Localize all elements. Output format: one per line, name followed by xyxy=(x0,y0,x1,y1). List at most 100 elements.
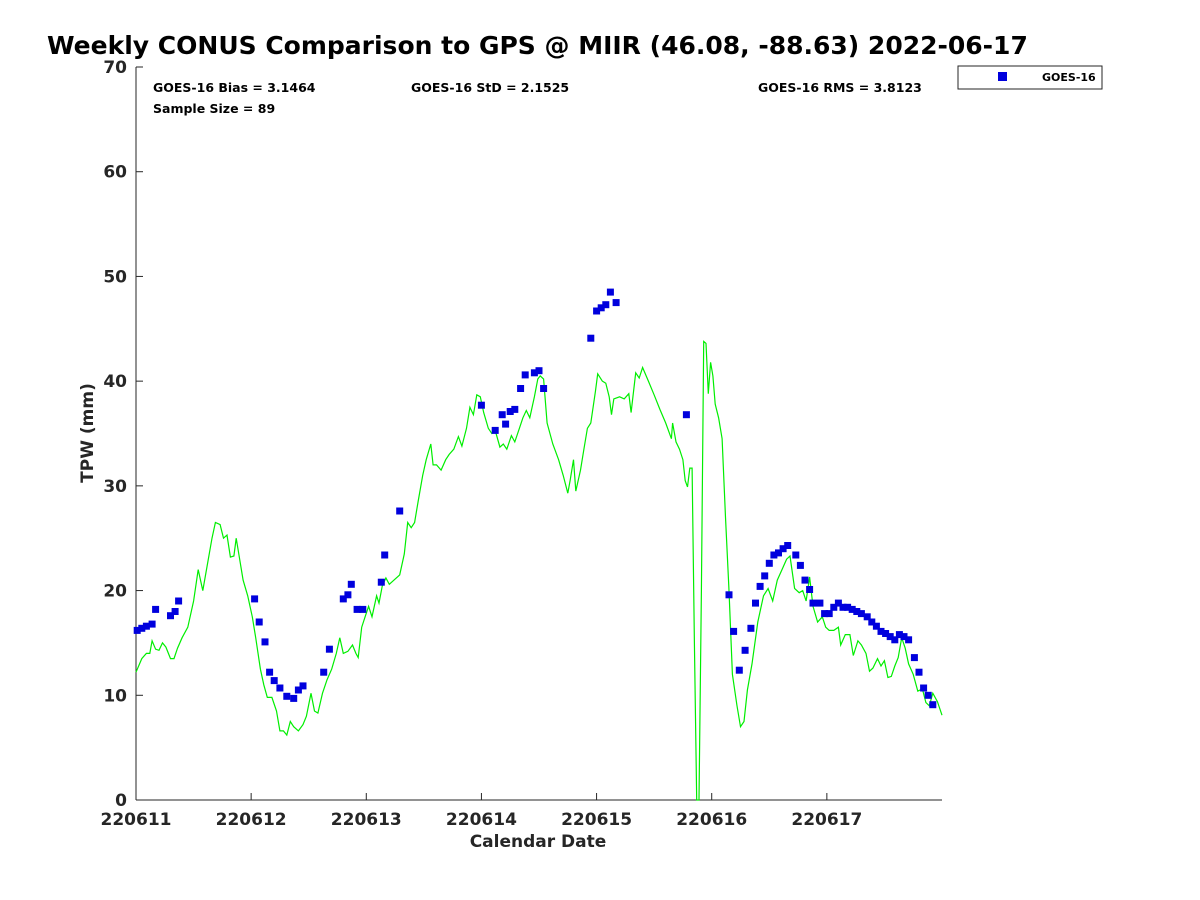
y-tick-label: 30 xyxy=(103,477,127,497)
stat-rms: GOES-16 RMS = 3.8123 xyxy=(758,80,922,95)
goes16-point xyxy=(775,549,782,557)
goes16-point xyxy=(857,610,865,618)
goes16-point xyxy=(290,694,298,702)
goes16-point xyxy=(175,597,183,605)
y-tick-label: 60 xyxy=(103,163,127,183)
goes16-point xyxy=(535,367,543,375)
goes16-point xyxy=(261,638,269,646)
goes16-point xyxy=(276,684,284,692)
goes16-point xyxy=(396,507,404,515)
x-axis-label: Calendar Date xyxy=(470,832,607,852)
x-tick-label: 220613 xyxy=(331,810,402,830)
goes16-point xyxy=(251,595,259,603)
goes16-point xyxy=(882,630,890,637)
goes16-point xyxy=(152,605,160,613)
goes16-point xyxy=(806,586,814,593)
goes16-point xyxy=(779,545,787,553)
goes16-point xyxy=(325,645,333,653)
series-layer xyxy=(133,288,943,801)
goes16-point xyxy=(730,627,738,635)
goes16-point xyxy=(502,420,510,428)
goes16-point xyxy=(915,668,923,676)
goes16-point xyxy=(517,385,525,392)
goes16-point xyxy=(877,627,885,635)
goes16-point xyxy=(377,578,385,586)
goes16-point xyxy=(770,551,778,559)
stat-bias: GOES-16 Bias = 3.1464 xyxy=(153,80,316,95)
goes16-point xyxy=(868,618,876,626)
goes16-point xyxy=(266,668,274,676)
goes16-point xyxy=(347,580,355,588)
x-tick-label: 220611 xyxy=(101,810,172,830)
goes16-point xyxy=(796,561,804,569)
x-tick-label: 220616 xyxy=(676,810,747,830)
goes16-point xyxy=(477,401,485,409)
goes16-point xyxy=(735,666,743,674)
goes16-point xyxy=(283,692,291,700)
goes16-point xyxy=(895,631,903,639)
goes16-point xyxy=(834,599,842,607)
goes16-point xyxy=(891,636,899,644)
y-tick-label: 20 xyxy=(103,582,127,602)
goes16-point xyxy=(491,426,499,434)
goes16-point xyxy=(255,618,263,626)
goes16-point xyxy=(844,603,852,611)
y-tick-label: 50 xyxy=(103,267,127,287)
x-ticks: 220611 220612 220613 220614 220615 220616 2206… xyxy=(101,793,862,830)
goes16-point xyxy=(756,582,764,590)
chart-title: Weekly CONUS Comparison to GPS @ MIIR (4… xyxy=(47,31,1028,60)
goes16-point xyxy=(853,608,861,615)
goes16-point xyxy=(344,591,352,599)
goes16-point xyxy=(138,624,146,632)
goes16-point xyxy=(359,605,367,613)
goes16-point xyxy=(872,622,880,630)
goes16-point xyxy=(863,613,871,621)
goes16-point xyxy=(587,334,595,342)
goes16-point xyxy=(809,599,817,607)
goes16-point xyxy=(910,654,918,662)
goes16-point xyxy=(821,610,829,618)
goes16-point xyxy=(148,620,156,628)
goes16-point xyxy=(530,369,538,377)
goes16-point xyxy=(725,591,733,599)
goes16-point xyxy=(602,301,610,309)
goes16-point xyxy=(900,633,908,641)
goes16-point xyxy=(792,551,800,559)
goes16-point xyxy=(682,411,690,419)
goes16-point xyxy=(905,636,913,644)
goes16-point xyxy=(761,572,769,580)
goes16-point xyxy=(270,677,278,685)
goes16-point xyxy=(816,599,824,607)
goes16-point xyxy=(299,682,307,690)
goes16-point xyxy=(752,599,759,607)
goes16-point xyxy=(320,668,328,676)
x-tick-label: 220614 xyxy=(446,810,517,830)
y-tick-label: 10 xyxy=(103,686,127,706)
goes16-point xyxy=(294,686,302,694)
goes16-point xyxy=(597,304,605,312)
x-tick-label: 220617 xyxy=(791,810,862,830)
x-tick-label: 220615 xyxy=(561,810,632,830)
stat-sample-size: Sample Size = 89 xyxy=(153,101,275,116)
goes16-point xyxy=(593,307,601,315)
goes16-point xyxy=(540,385,548,392)
goes16-point xyxy=(801,576,809,584)
goes16-point xyxy=(886,633,894,641)
y-tick-label: 40 xyxy=(103,372,127,392)
goes16-point xyxy=(142,622,150,630)
goes16-point xyxy=(133,626,141,634)
goes16-point xyxy=(747,624,755,632)
legend-label-goes16: GOES-16 xyxy=(1042,71,1096,84)
plot-area xyxy=(136,67,942,800)
goes16-point xyxy=(784,542,792,549)
goes16-point xyxy=(612,299,620,307)
legend-marker-goes16 xyxy=(998,72,1007,81)
legend-box xyxy=(957,65,1103,90)
stat-std: GOES-16 StD = 2.1525 xyxy=(411,80,569,95)
goes16-point xyxy=(920,684,928,692)
y-tick-label: 0 xyxy=(115,791,127,811)
y-axis-label: TPW (mm) xyxy=(78,383,98,483)
legend: GOES-16 xyxy=(957,65,1103,90)
goes16-point xyxy=(929,701,937,709)
